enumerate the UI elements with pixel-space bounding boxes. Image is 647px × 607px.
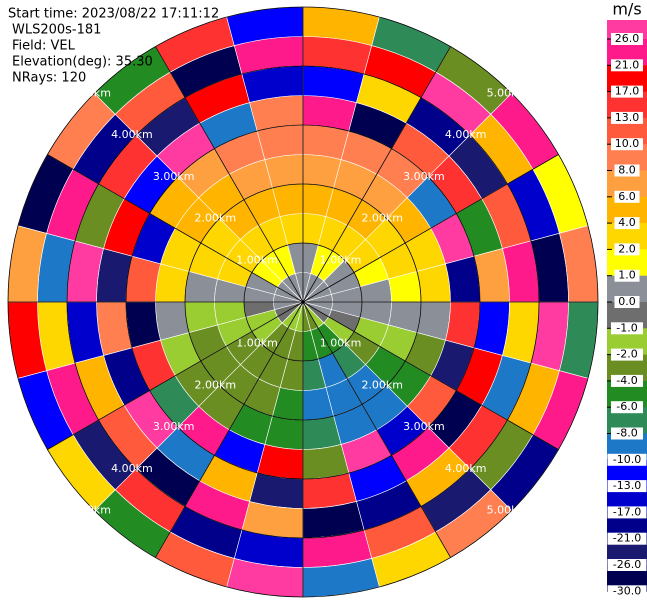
colorbar-label: -2.0	[616, 348, 637, 361]
radar-bin	[125, 255, 161, 303]
range-label: 4.00km	[445, 462, 487, 475]
range-label: 5.00km	[69, 504, 111, 517]
colorbar-label-bg	[611, 111, 643, 124]
colorbar-label-bg	[607, 453, 647, 466]
range-label: 3.00km	[403, 170, 445, 183]
spoke	[155, 46, 304, 303]
colorbar-label: 0.0	[618, 295, 636, 308]
radar-bin	[125, 301, 161, 349]
overlay: 1.00km1.00km1.00km1.00km2.00km2.00km2.00…	[7, 7, 647, 598]
colorbar-label: -26.0	[613, 558, 641, 571]
range-label: 2.00km	[361, 212, 403, 225]
colorbar-label-bg	[614, 296, 640, 308]
info-line: Start time: 2023/08/22 17:11:12	[8, 7, 219, 22]
colorbar-label-bg	[607, 480, 647, 493]
colorbar-label: -10.0	[613, 453, 641, 466]
ppi-plot	[7, 6, 599, 598]
colorbar-label: 8.0	[618, 164, 636, 177]
range-label: 1.00km	[236, 253, 278, 266]
colorbar-title: m/s	[612, 0, 641, 19]
spoke	[302, 301, 451, 558]
colorbar-label: 13.0	[615, 111, 640, 124]
spoke	[47, 154, 304, 303]
colorbar-label: -17.0	[613, 505, 641, 518]
radar-bin	[445, 301, 481, 349]
colorbar-label-bg	[611, 374, 643, 387]
radar-bin	[302, 444, 350, 480]
info-line: Elevation(deg): 35.30	[12, 55, 153, 70]
colorbar-label-bg	[611, 427, 643, 440]
colorbar-label-bg	[614, 217, 640, 230]
range-label: 1.00km	[320, 253, 362, 266]
radar-bin	[302, 124, 350, 160]
range-label: 3.00km	[153, 420, 195, 433]
spoke	[302, 154, 559, 303]
colorbar-label-bg	[614, 164, 640, 177]
colorbar-label-bg	[607, 559, 647, 571]
colorbar-label: 26.0	[615, 32, 640, 45]
colorbar-label-bg	[614, 243, 640, 256]
colorbar-label: -8.0	[616, 427, 637, 440]
colorbar-label: -1.0	[616, 321, 637, 334]
range-label: 4.00km	[111, 462, 153, 475]
colorbar-label-bg	[607, 506, 647, 519]
spoke	[47, 301, 304, 450]
spoke	[302, 301, 559, 450]
colorbar-label: 6.0	[618, 190, 636, 203]
range-label: 3.00km	[153, 170, 195, 183]
range-label: 4.00km	[445, 128, 487, 141]
info-line: NRays: 120	[12, 71, 86, 86]
colorbar-label-bg	[614, 190, 640, 203]
colorbar-label-bg	[607, 532, 647, 545]
colorbar-label: 2.0	[618, 242, 636, 255]
range-label: 2.00km	[361, 378, 403, 391]
colorbar-label: -21.0	[613, 532, 641, 545]
spoke	[302, 46, 451, 303]
colorbar-label: 4.0	[618, 216, 636, 229]
range-label: 5.00km	[69, 86, 111, 99]
colorbar-label: -6.0	[616, 400, 637, 413]
range-label: 5.00km	[487, 86, 529, 99]
colorbar-label: 21.0	[615, 58, 640, 71]
colorbar-label-bg	[614, 269, 640, 282]
radar-bin	[256, 444, 304, 480]
colorbar-label: -13.0	[613, 479, 641, 492]
range-label: 4.00km	[111, 128, 153, 141]
colorbar-label-bg	[611, 138, 643, 151]
colorbar-label: -30.0	[613, 584, 641, 597]
range-label: 1.00km	[320, 337, 362, 350]
colorbar-label-bg	[611, 59, 643, 72]
radar-bin	[445, 255, 481, 303]
colorbar-label: 1.0	[618, 269, 636, 282]
colorbar-label: 10.0	[615, 137, 640, 150]
colorbar-label-bg	[611, 348, 643, 361]
colorbar-label-bg	[611, 322, 643, 335]
range-label: 1.00km	[236, 337, 278, 350]
info-line: WLS200s-181	[12, 23, 101, 38]
colorbar-label: -4.0	[616, 374, 637, 387]
spoke	[155, 301, 304, 558]
colorbar-label-bg	[607, 585, 647, 598]
colorbar-label-bg	[611, 33, 643, 45]
radar-bin	[256, 124, 304, 160]
range-label: 3.00km	[403, 420, 445, 433]
colorbar-label: 17.0	[615, 85, 640, 98]
info-line: Field: VEL	[12, 39, 76, 54]
range-label: 2.00km	[195, 212, 237, 225]
range-label: 5.00km	[487, 504, 529, 517]
colorbar-label-bg	[611, 401, 643, 414]
range-label: 2.00km	[195, 378, 237, 391]
colorbar-label-bg	[611, 85, 643, 98]
